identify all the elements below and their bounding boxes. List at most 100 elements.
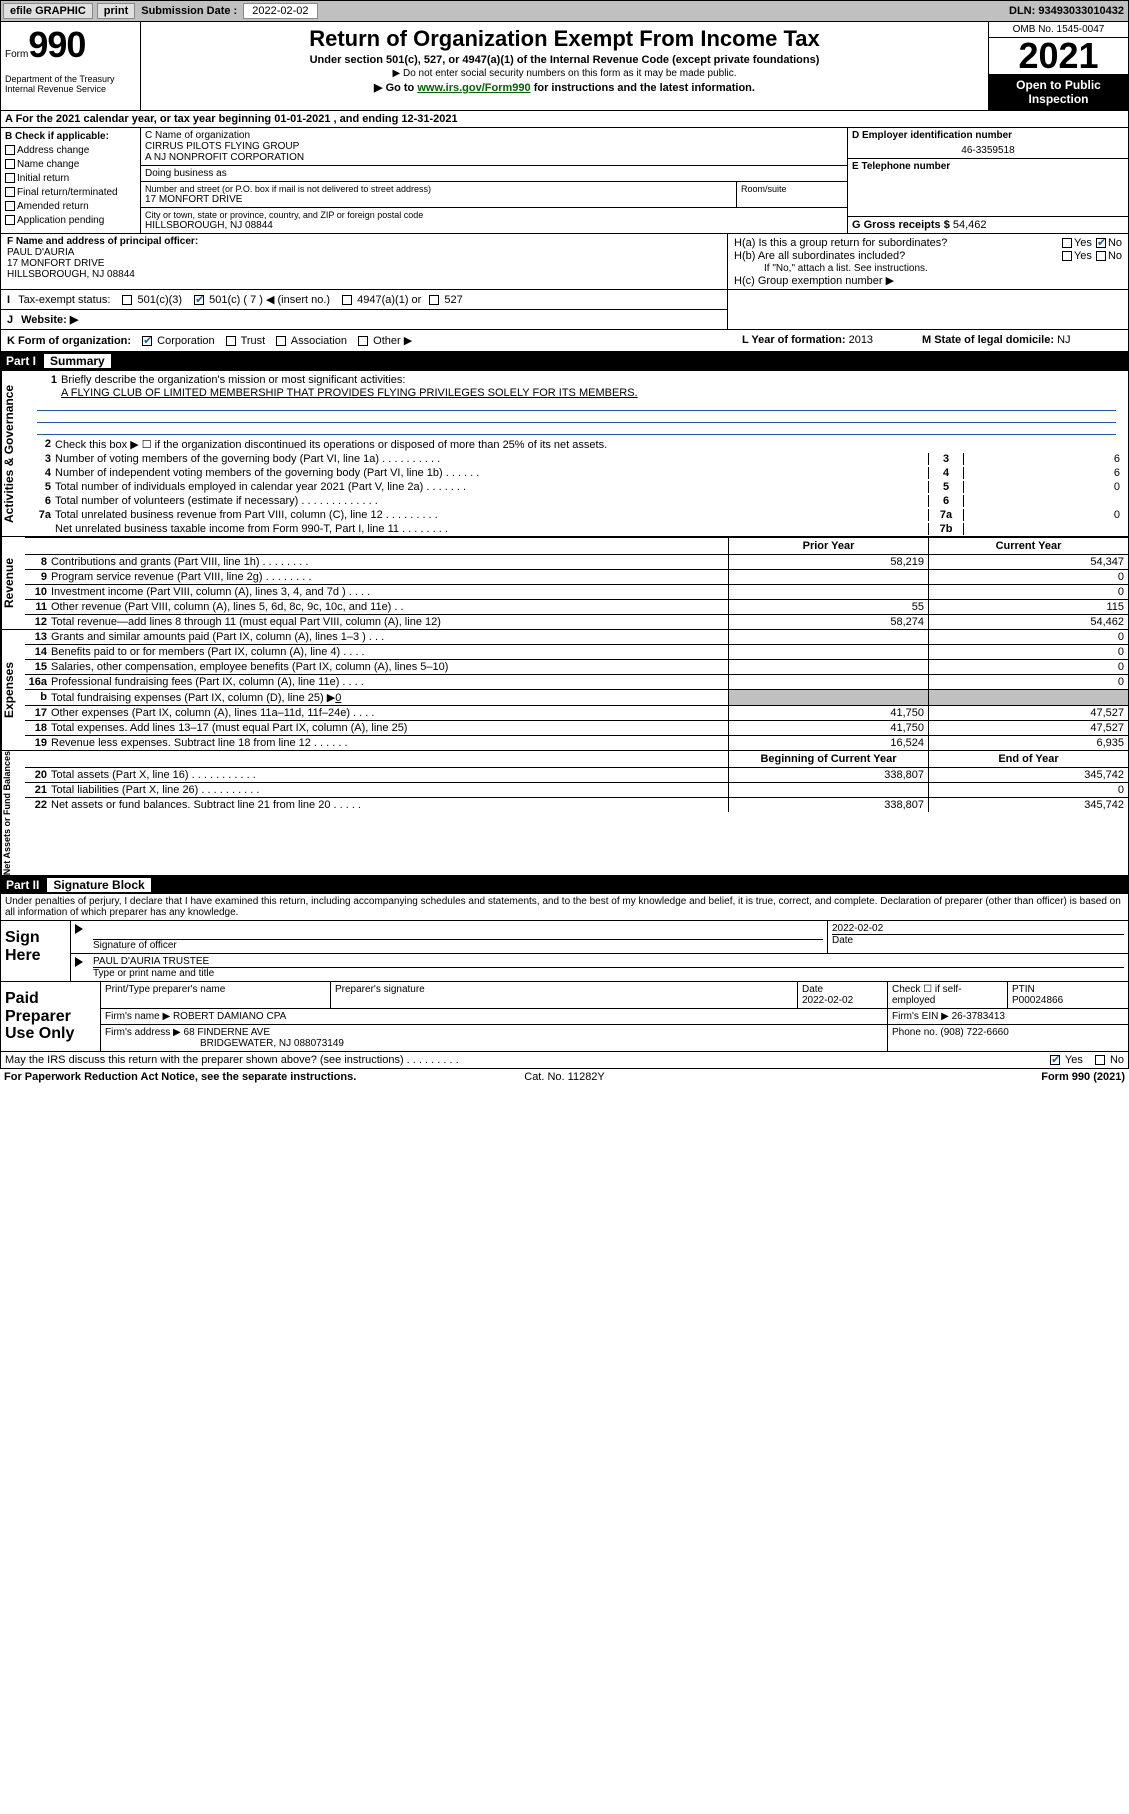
col-f: F Name and address of principal officer:…	[1, 234, 728, 289]
c-dba-box: Doing business as	[141, 166, 847, 182]
discuss-no[interactable]: No	[1095, 1054, 1124, 1066]
col-h: H(a) Is this a group return for subordin…	[728, 234, 1128, 289]
row-a-pre: A For the 2021 calendar year, or tax yea…	[5, 113, 274, 125]
h-b-note: If "No," attach a list. See instructions…	[764, 263, 1122, 274]
k-trust[interactable]: Trust	[226, 335, 266, 347]
c-dba-lbl: Doing business as	[145, 168, 843, 179]
i-opt1[interactable]: 501(c)(3)	[122, 294, 182, 306]
form-title: Return of Organization Exempt From Incom…	[149, 26, 980, 52]
k-mid: L Year of formation: 2013	[742, 334, 922, 347]
i-tag: I	[7, 294, 10, 306]
sig-row-2: PAUL D'AURIA TRUSTEE Type or print name …	[71, 954, 1128, 981]
j-tag: J	[7, 314, 13, 326]
i-opt3[interactable]: 4947(a)(1) or	[342, 294, 421, 306]
footer-left: For Paperwork Reduction Act Notice, see …	[4, 1071, 378, 1083]
header-left: Form990 Department of the Treasury Inter…	[1, 22, 141, 110]
sig-name: PAUL D'AURIA TRUSTEE Type or print name …	[89, 954, 1128, 981]
row-a-mid: , and ending	[330, 113, 401, 125]
f-name: PAUL D'AURIA	[7, 247, 721, 258]
hb-yes[interactable]: Yes	[1062, 250, 1092, 262]
footer-right: Form 990 (2021)	[751, 1071, 1125, 1083]
c-addr-left: Number and street (or P.O. box if mail i…	[141, 182, 737, 207]
chk-init[interactable]: Initial return	[5, 172, 136, 186]
chk-amend[interactable]: Amended return	[5, 200, 136, 214]
section-expenses: Expenses 13Grants and similar amounts pa…	[1, 630, 1128, 751]
d-lbl: D Employer identification number	[852, 130, 1124, 141]
prep-selfemp[interactable]: Check ☐ if self-employed	[888, 982, 1008, 1008]
net-header: Beginning of Current YearEnd of Year	[25, 751, 1128, 767]
line-13: 13Grants and similar amounts paid (Part …	[25, 630, 1128, 644]
f-addr1: 17 MONFORT DRIVE	[7, 258, 721, 269]
discuss-txt: May the IRS discuss this return with the…	[5, 1054, 1050, 1066]
ha-no[interactable]: No	[1096, 237, 1122, 249]
b-header: B Check if applicable:	[5, 130, 136, 144]
g-val: 54,462	[953, 219, 987, 231]
preparer-label: Paid Preparer Use Only	[1, 982, 101, 1051]
side-exp: Expenses	[1, 630, 25, 750]
g-lbl: G Gross receipts $	[852, 219, 950, 231]
efile-button[interactable]: efile GRAPHIC	[3, 3, 93, 19]
line-4: 4Number of independent voting members of…	[25, 466, 1128, 480]
i-opt2[interactable]: 501(c) ( 7 ) ◀ (insert no.)	[194, 293, 330, 306]
e-lbl: E Telephone number	[852, 161, 1124, 172]
prep-ptin: PTINP00024866	[1008, 982, 1128, 1008]
sign-here-block: Sign Here Signature of officer 2022-02-0…	[0, 921, 1129, 982]
k-assoc[interactable]: Association	[276, 335, 347, 347]
h-b-row: H(b) Are all subordinates included? Yes …	[734, 250, 1122, 262]
line-11: 11Other revenue (Part VIII, column (A), …	[25, 599, 1128, 614]
chk-app[interactable]: Application pending	[5, 214, 136, 228]
footer-mid: Cat. No. 11282Y	[378, 1071, 752, 1083]
chk-name[interactable]: Name change	[5, 158, 136, 172]
line-7b: Net unrelated business taxable income fr…	[25, 522, 1128, 536]
discuss-yes[interactable]: Yes	[1050, 1054, 1083, 1066]
c-addr-lbl: Number and street (or P.O. box if mail i…	[145, 184, 732, 194]
sign-here-label: Sign Here	[1, 921, 71, 981]
k-other[interactable]: Other ▶	[358, 335, 412, 347]
part2-title: Signature Block	[47, 878, 150, 892]
chk-addr[interactable]: Address change	[5, 144, 136, 158]
col-de: D Employer identification number 46-3359…	[848, 128, 1128, 233]
section-governance: Activities & Governance 1Briefly describ…	[1, 371, 1128, 537]
f-lbl: F Name and address of principal officer:	[7, 236, 721, 247]
chk-final[interactable]: Final return/terminated	[5, 186, 136, 200]
line-18: 18Total expenses. Add lines 13–17 (must …	[25, 720, 1128, 735]
i-lbl: Tax-exempt status:	[18, 294, 110, 306]
sig-row-1: Signature of officer 2022-02-02 Date	[71, 921, 1128, 954]
open-inspection: Open to Public Inspection	[989, 74, 1128, 110]
row-k: K Form of organization: Corporation Trus…	[0, 330, 1129, 352]
rule-2	[37, 411, 1116, 423]
form-word: Form	[5, 49, 28, 60]
h-a: H(a) Is this a group return for subordin…	[734, 237, 1058, 249]
form-number: 990	[28, 24, 85, 65]
h-b: H(b) Are all subordinates included?	[734, 250, 1058, 262]
c-city-lbl: City or town, state or province, country…	[145, 210, 843, 220]
col-c: C Name of organization CIRRUS PILOTS FLY…	[141, 128, 848, 233]
sig-declaration: Under penalties of perjury, I declare th…	[0, 894, 1129, 921]
sig-officer: Signature of officer	[89, 921, 828, 953]
prep-name-lbl: Print/Type preparer's name	[101, 982, 331, 1008]
l1-txt: Briefly describe the organization's miss…	[61, 374, 1118, 386]
k-corp[interactable]: Corporation	[142, 335, 215, 347]
hb-no[interactable]: No	[1096, 250, 1122, 262]
rule-3	[37, 423, 1116, 435]
part2-header: Part II Signature Block	[0, 876, 1129, 894]
submission-label: Submission Date :	[141, 5, 237, 17]
i-opt4[interactable]: 527	[429, 294, 462, 306]
discuss-row: May the IRS discuss this return with the…	[0, 1052, 1129, 1069]
line-17: 17Other expenses (Part IX, column (A), l…	[25, 705, 1128, 720]
c-city-box: City or town, state or province, country…	[141, 208, 847, 233]
line-16b: bTotal fundraising expenses (Part IX, co…	[25, 689, 1128, 705]
footer: For Paperwork Reduction Act Notice, see …	[0, 1069, 1129, 1085]
header-right: OMB No. 1545-0047 2021 Open to Public In…	[988, 22, 1128, 110]
prep-date: Date2022-02-02	[798, 982, 888, 1008]
line-21: 21Total liabilities (Part X, line 26) . …	[25, 782, 1128, 797]
f-addr2: HILLSBOROUGH, NJ 08844	[7, 269, 721, 280]
line-7a: 7aTotal unrelated business revenue from …	[25, 508, 1128, 522]
irs-link[interactable]: www.irs.gov/Form990	[417, 82, 530, 94]
h-a-row: H(a) Is this a group return for subordin…	[734, 237, 1122, 249]
col-ij-right	[728, 290, 1128, 329]
print-button[interactable]: print	[97, 3, 135, 19]
row-a: A For the 2021 calendar year, or tax yea…	[0, 111, 1129, 128]
line-9: 9Program service revenue (Part VIII, lin…	[25, 569, 1128, 584]
ha-yes[interactable]: Yes	[1062, 237, 1092, 249]
